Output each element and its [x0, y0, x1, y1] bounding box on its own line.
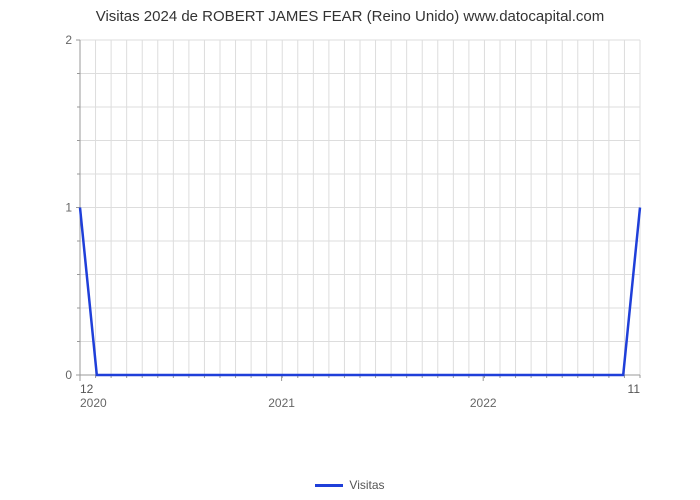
svg-text:2: 2 [65, 35, 72, 47]
svg-text:2022: 2022 [470, 396, 497, 410]
svg-text:2020: 2020 [80, 396, 107, 410]
chart-svg: 0122020202120221211 [50, 35, 670, 430]
svg-text:1: 1 [65, 201, 72, 215]
svg-text:2021: 2021 [268, 396, 295, 410]
legend-label: Visitas [349, 478, 384, 492]
chart-title: Visitas 2024 de ROBERT JAMES FEAR (Reino… [0, 0, 700, 25]
legend-swatch [315, 484, 343, 487]
legend: Visitas [0, 478, 700, 492]
chart-area: 0122020202120221211 [50, 35, 670, 430]
svg-text:0: 0 [65, 368, 72, 382]
svg-text:11: 11 [628, 382, 641, 396]
svg-text:12: 12 [80, 382, 94, 396]
